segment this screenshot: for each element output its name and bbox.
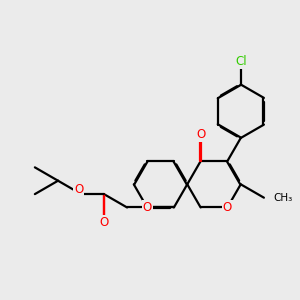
Text: O: O	[74, 183, 83, 196]
Text: O: O	[142, 201, 152, 214]
Text: O: O	[223, 201, 232, 214]
Text: O: O	[196, 128, 205, 141]
Text: CH₃: CH₃	[273, 193, 292, 203]
Text: Cl: Cl	[235, 55, 247, 68]
Text: O: O	[99, 216, 109, 229]
